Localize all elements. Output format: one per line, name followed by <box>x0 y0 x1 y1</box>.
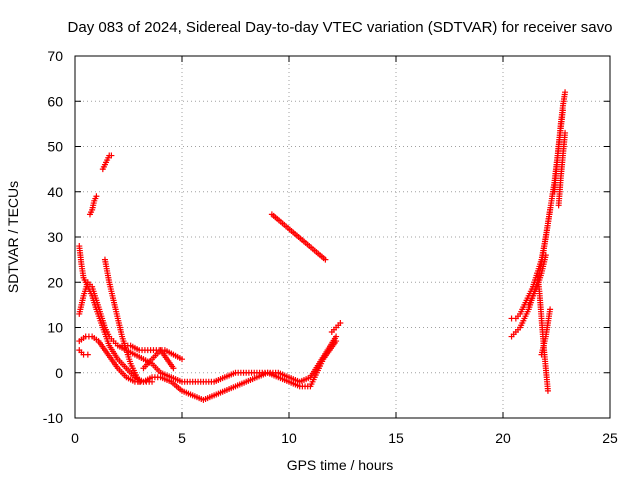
y-tick-label: 0 <box>55 365 63 381</box>
data-point <box>179 356 185 363</box>
y-tick-label: 50 <box>47 139 63 155</box>
y-tick-label: 20 <box>47 274 63 290</box>
data-point <box>84 351 91 358</box>
data-series <box>76 89 569 403</box>
data-point <box>544 387 551 394</box>
data-point <box>93 193 100 200</box>
y-tick-label: 10 <box>47 320 63 336</box>
chart-title: Day 083 of 2024, Sidereal Day-to-day VTE… <box>68 19 613 36</box>
y-tick-labels: -10 0 10 20 30 40 50 60 70 <box>43 48 63 426</box>
y-tick-label: -10 <box>43 410 63 426</box>
plot-frame <box>74 55 611 419</box>
x-tick-label: 5 <box>178 430 186 446</box>
data-point <box>108 152 115 159</box>
data-point <box>542 252 549 259</box>
x-axis-title: GPS time / hours <box>287 457 394 473</box>
data-point <box>562 129 569 136</box>
x-tick-label: 0 <box>71 430 79 446</box>
x-tick-label: 10 <box>281 430 297 446</box>
data-point <box>547 306 554 313</box>
y-axis-title: SDTVAR / TECUs <box>5 181 21 293</box>
data-point <box>170 365 177 372</box>
x-tick-label: 25 <box>602 430 618 446</box>
data-point <box>562 89 569 96</box>
data-point <box>547 206 554 213</box>
y-tick-label: 70 <box>47 48 63 64</box>
x-tick-labels: 0 5 10 15 20 25 <box>71 430 618 446</box>
x-tick-label: 15 <box>388 430 404 446</box>
y-tick-label: 60 <box>47 93 63 109</box>
grid <box>75 56 610 418</box>
data-point <box>337 319 344 326</box>
y-tick-label: 30 <box>47 229 63 245</box>
data-point <box>136 378 143 385</box>
y-tick-label: 40 <box>47 184 63 200</box>
data-point <box>333 333 340 340</box>
data-point <box>322 256 329 263</box>
x-tick-label: 20 <box>495 430 511 446</box>
